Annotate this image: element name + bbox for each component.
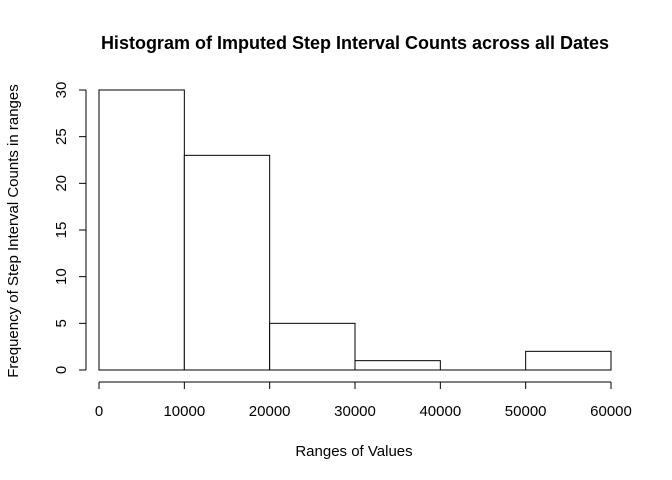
histogram-bar <box>183 154 271 371</box>
chart-title: Histogram of Imputed Step Interval Count… <box>101 33 609 53</box>
y-tick-label: 10 <box>53 268 70 285</box>
x-tick-label: 10000 <box>163 403 205 420</box>
y-axis: 0 5 10 15 20 25 30 <box>53 82 87 374</box>
bars-layer <box>98 89 612 371</box>
histogram-bar <box>525 350 612 371</box>
y-tick-label: 0 <box>53 366 70 374</box>
x-axis-label: Ranges of Values <box>295 443 412 460</box>
x-axis: 0 10000 20000 30000 40000 50000 60000 <box>95 381 632 420</box>
x-tick-label: 60000 <box>590 403 632 420</box>
y-tick-label: 30 <box>53 82 70 99</box>
histogram-bar <box>354 360 441 371</box>
histogram-bar <box>269 322 356 371</box>
y-axis-label: Frequency of Step Interval Counts in ran… <box>5 84 22 378</box>
y-tick-label: 20 <box>53 175 70 192</box>
x-tick-label: 30000 <box>334 403 376 420</box>
y-tick-label: 5 <box>53 319 70 327</box>
x-tick-label: 20000 <box>249 403 291 420</box>
y-tick-label: 15 <box>53 222 70 239</box>
histogram-bar <box>98 89 185 371</box>
x-tick-label: 50000 <box>505 403 547 420</box>
x-tick-label: 0 <box>95 403 103 420</box>
y-tick-label: 25 <box>53 128 70 145</box>
x-tick-label: 40000 <box>419 403 461 420</box>
